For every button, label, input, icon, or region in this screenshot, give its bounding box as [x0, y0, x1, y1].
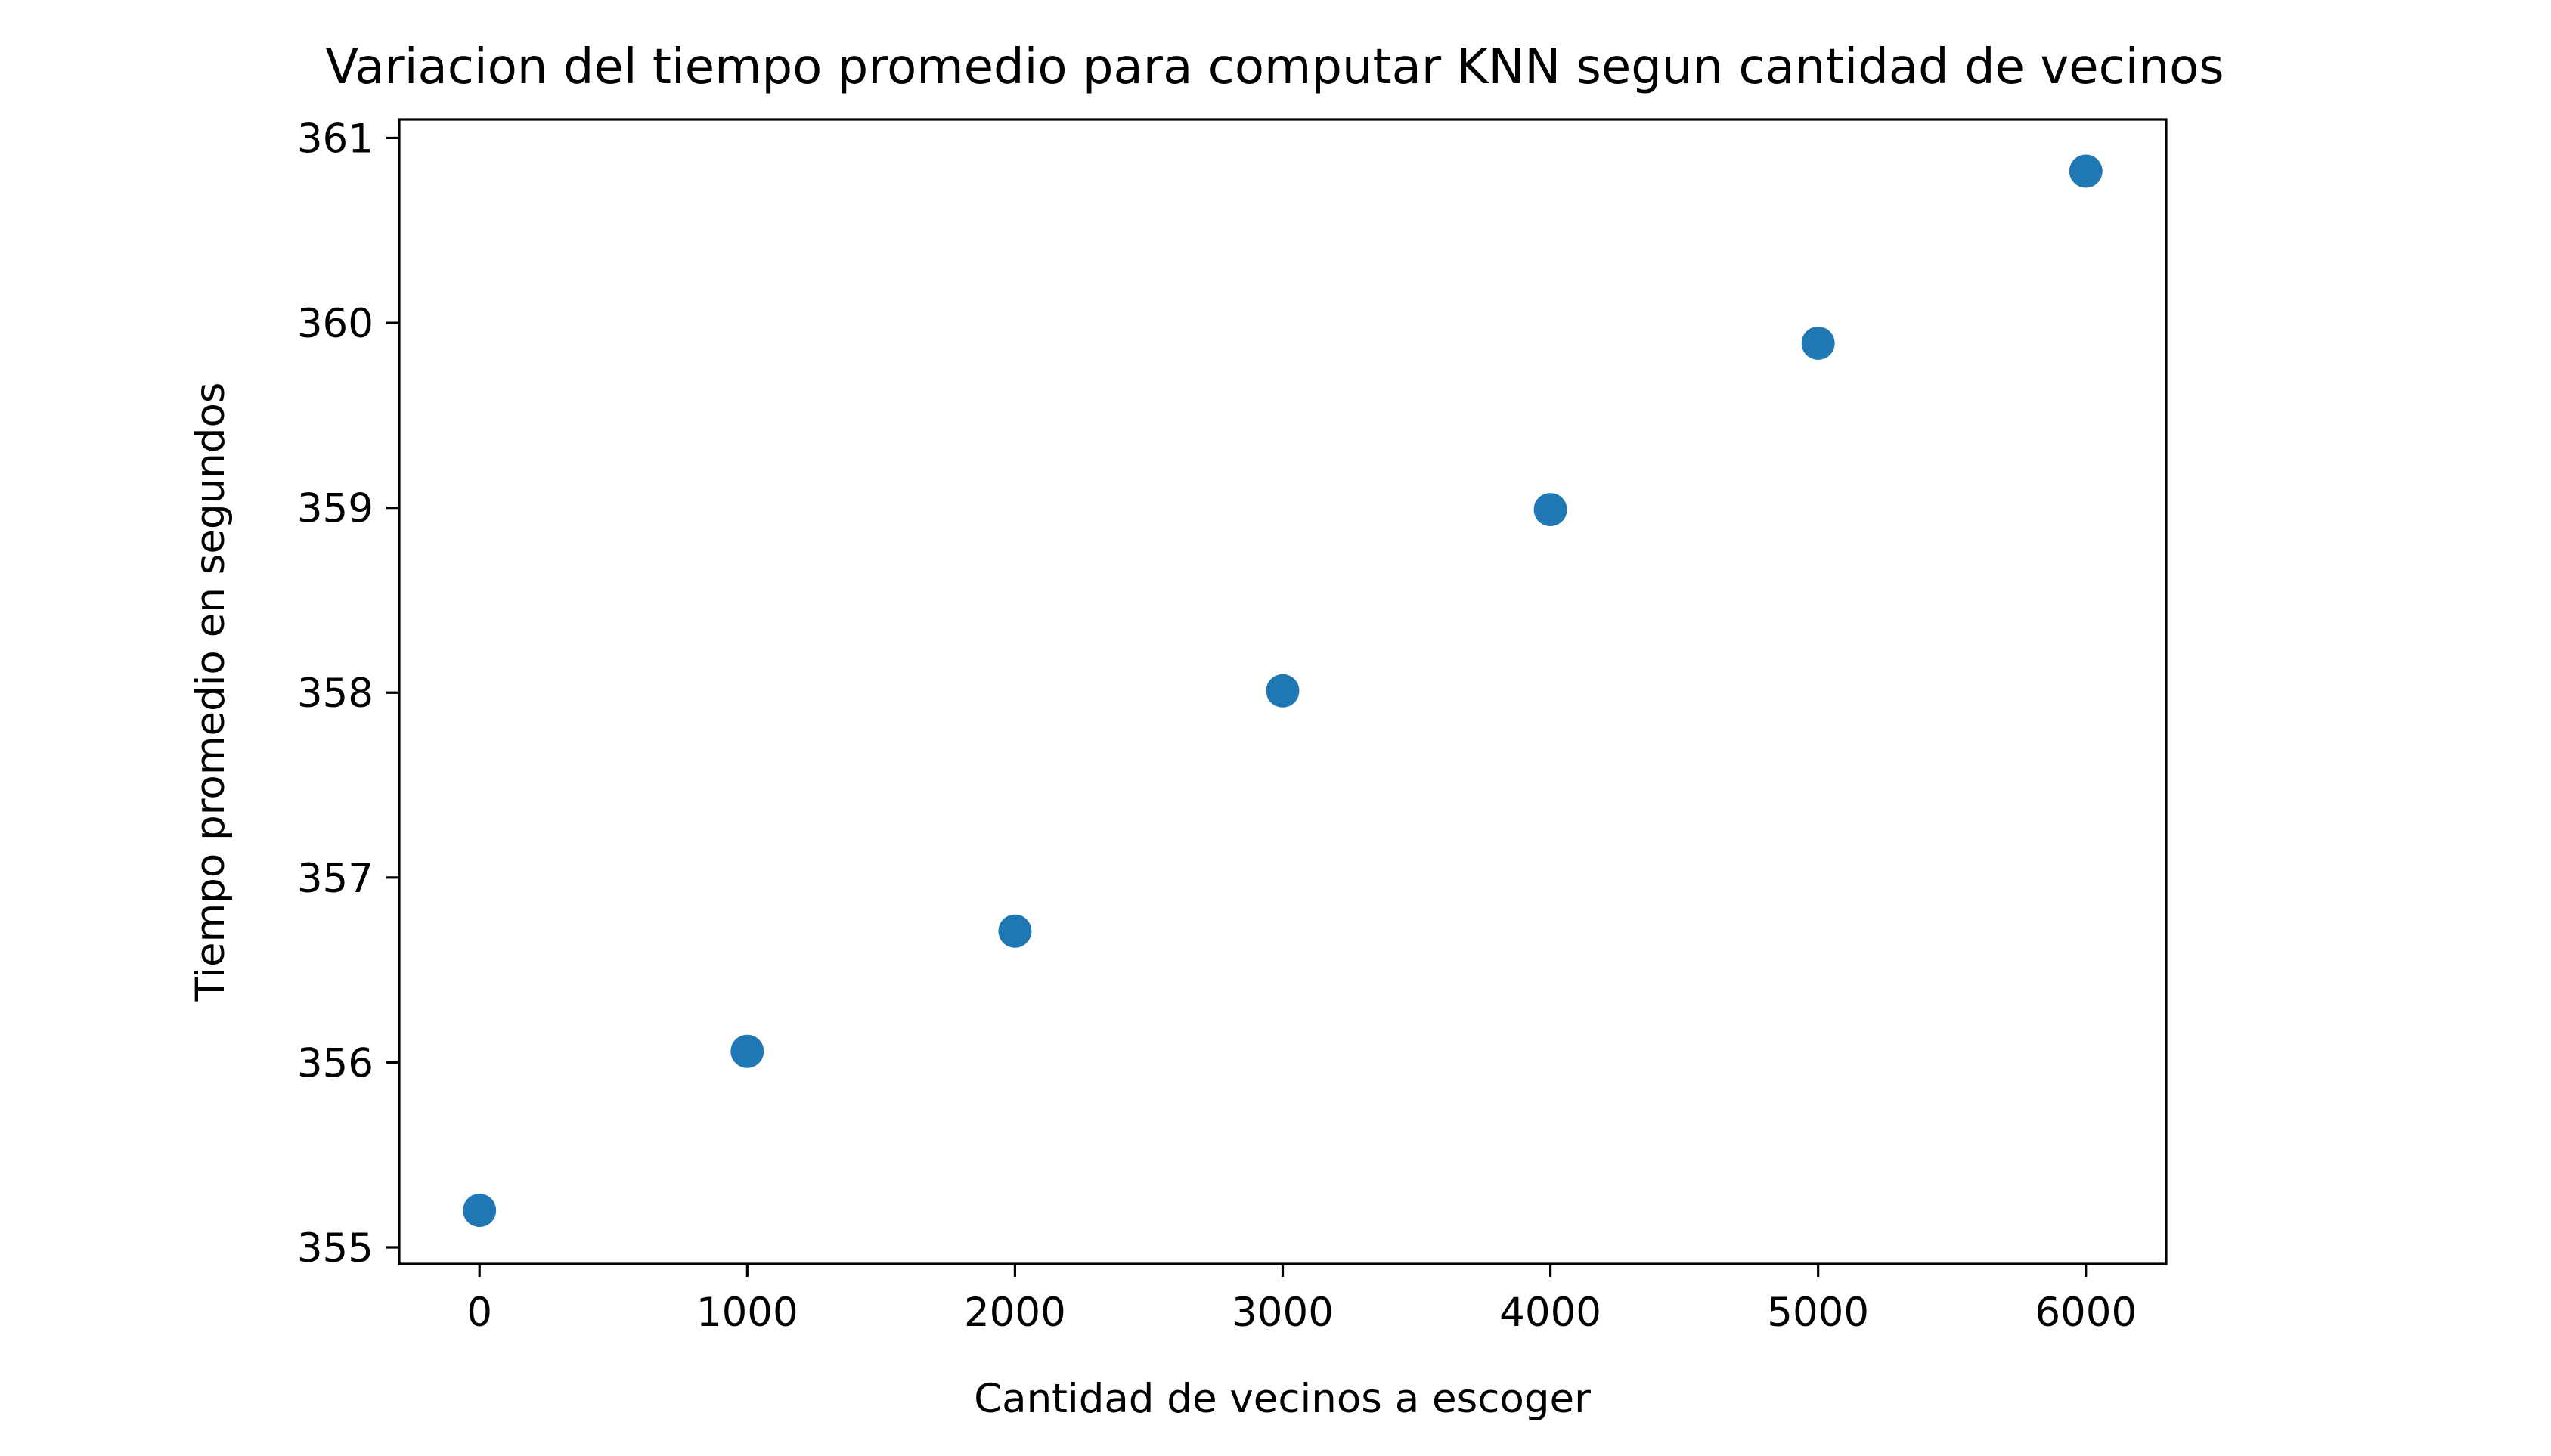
data-point [1801, 326, 1835, 360]
x-tick-label: 5000 [1767, 1290, 1869, 1336]
x-axis-ticks: 0 1000 2000 3000 4000 5000 6000 [466, 1264, 2137, 1336]
data-point [1533, 493, 1567, 527]
plot-area: 0 1000 2000 3000 4000 5000 6000 35535635735835… [297, 116, 2168, 1336]
data-point [463, 1194, 497, 1228]
y-tick-label: 359 [297, 486, 374, 532]
data-point [998, 914, 1032, 948]
y-tick-label: 357 [297, 856, 374, 902]
x-tick-label: 2000 [964, 1290, 1066, 1336]
x-tick-label: 0 [466, 1290, 492, 1336]
y-tick-label: 360 [297, 301, 374, 347]
y-axis-ticks: 355 356 357 358 359 360 361 [297, 116, 399, 1272]
data-point [730, 1034, 764, 1068]
x-tick-label: 3000 [1232, 1290, 1334, 1336]
data-point [1266, 674, 1300, 708]
y-tick-label: 356 [297, 1040, 374, 1086]
data-points [463, 154, 2103, 1228]
x-axis-label: Cantidad de vecinos a escoger [974, 1376, 1591, 1422]
data-point [2069, 154, 2103, 188]
x-tick-label: 6000 [2035, 1290, 2137, 1336]
y-tick-label: 358 [297, 671, 374, 717]
chart-title: Variacion del tiempo promedio para compu… [325, 39, 2224, 95]
y-tick-label: 361 [297, 116, 374, 162]
x-tick-label: 4000 [1499, 1290, 1601, 1336]
y-axis-label: Tiempo promedio en segundos [188, 383, 234, 1002]
x-tick-label: 1000 [696, 1290, 798, 1336]
y-tick-label: 355 [297, 1225, 374, 1272]
